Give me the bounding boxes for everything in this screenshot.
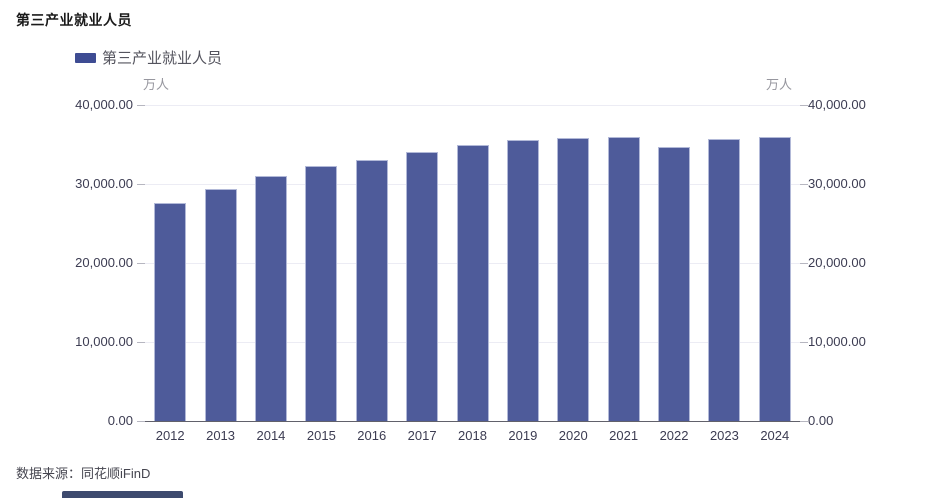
x-axis-label-2024: 2024 bbox=[760, 428, 790, 443]
tick-left bbox=[137, 421, 145, 422]
bar-2023[interactable] bbox=[708, 138, 741, 421]
tick-right bbox=[800, 342, 808, 343]
y-axis-label-right: 30,000.00 bbox=[808, 176, 866, 191]
y-axis-label-left: 20,000.00 bbox=[75, 255, 133, 270]
x-axis-label-2019: 2019 bbox=[508, 428, 538, 443]
x-axis-label-2014: 2014 bbox=[256, 428, 286, 443]
bar-2017[interactable] bbox=[406, 152, 439, 421]
tick-right bbox=[800, 184, 808, 185]
bar-2015[interactable] bbox=[305, 165, 338, 421]
y-axis-unit-right: 万人 bbox=[766, 77, 793, 92]
bar-2018[interactable] bbox=[456, 145, 489, 421]
x-axis-label-2013: 2013 bbox=[206, 428, 236, 443]
bar-2021[interactable] bbox=[607, 136, 640, 421]
tick-left bbox=[137, 263, 145, 264]
bar-2016[interactable] bbox=[355, 159, 388, 421]
cropped-ui-fragment bbox=[62, 491, 183, 498]
tick-left bbox=[137, 105, 145, 106]
y-axis-label-right: 40,000.00 bbox=[808, 97, 866, 112]
x-axis-label-2018: 2018 bbox=[458, 428, 487, 443]
tick-left bbox=[137, 342, 145, 343]
bar-2024[interactable] bbox=[758, 136, 791, 421]
data-source-note: 数据来源：同花顺iFinD bbox=[16, 466, 151, 481]
y-axis-label-left: 0.00 bbox=[107, 413, 133, 428]
y-axis-unit-left: 万人 bbox=[143, 77, 170, 92]
x-axis-label-2016: 2016 bbox=[357, 428, 387, 443]
bar-2013[interactable] bbox=[204, 188, 237, 421]
tick-right bbox=[800, 105, 808, 106]
x-axis-line bbox=[145, 421, 800, 422]
tick-left bbox=[137, 184, 145, 185]
x-axis-label-2023: 2023 bbox=[709, 428, 739, 443]
y-axis-label-left: 40,000.00 bbox=[75, 97, 133, 112]
bar-2020[interactable] bbox=[557, 138, 590, 421]
x-axis-label-2015: 2015 bbox=[306, 428, 336, 443]
tick-right bbox=[800, 263, 808, 264]
y-axis-label-left: 30,000.00 bbox=[75, 176, 133, 191]
x-axis-label-2022: 2022 bbox=[659, 428, 689, 443]
y-axis-label-right: 10,000.00 bbox=[808, 334, 866, 349]
bar-2019[interactable] bbox=[506, 139, 539, 421]
x-axis-label-2012: 2012 bbox=[155, 428, 185, 443]
y-axis-label-right: 0.00 bbox=[808, 413, 834, 428]
legend-item[interactable]: 第三产业就业人员 bbox=[75, 47, 222, 68]
bar-2012[interactable] bbox=[154, 203, 187, 421]
tick-right bbox=[800, 421, 808, 422]
gridline bbox=[145, 105, 800, 106]
x-axis-label-2020: 2020 bbox=[558, 428, 588, 443]
chart-title: 第三产业就业人员 bbox=[16, 12, 132, 28]
y-axis-label-left: 10,000.00 bbox=[75, 334, 133, 349]
x-axis-label-2017: 2017 bbox=[407, 428, 437, 443]
y-axis-label-right: 20,000.00 bbox=[808, 255, 866, 270]
x-axis-label-2021: 2021 bbox=[609, 428, 639, 443]
bar-2014[interactable] bbox=[254, 176, 287, 421]
legend-label: 第三产业就业人员 bbox=[102, 50, 223, 67]
legend-swatch-icon bbox=[75, 52, 96, 63]
bar-2022[interactable] bbox=[658, 147, 691, 421]
